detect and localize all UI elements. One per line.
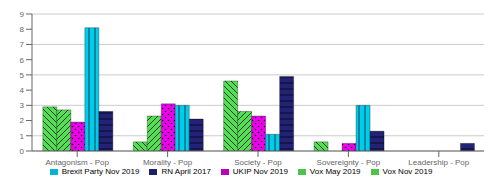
svg-text:3: 3 — [20, 101, 25, 110]
html-text:Brexit Party Nov 2019: Brexit Party Nov 2019 — [61, 167, 140, 176]
svg-text:8: 8 — [20, 25, 25, 34]
svg-text:Morality - Pop: Morality - Pop — [143, 158, 193, 167]
svg-text:4: 4 — [20, 86, 25, 95]
html-text:UKIP Nov 2019: UKIP Nov 2019 — [232, 167, 288, 176]
svg-text:Antagonism - Pop: Antagonism - Pop — [45, 158, 109, 167]
html-text:Vox Nov 2019: Vox Nov 2019 — [382, 167, 433, 176]
svg-text:Society - Pop: Society - Pop — [234, 158, 282, 167]
svg-text:9: 9 — [20, 10, 25, 19]
svg-text:5: 5 — [20, 71, 25, 80]
svg-text:6: 6 — [20, 56, 25, 65]
html-text:Vox May 2019: Vox May 2019 — [309, 167, 361, 176]
svg-text:0: 0 — [20, 147, 25, 156]
svg-text:Sovereignty - Pop: Sovereignty - Pop — [317, 158, 381, 167]
svg-text:7: 7 — [20, 40, 25, 49]
svg-text:1: 1 — [20, 132, 25, 141]
svg-text:Leadership - Pop: Leadership - Pop — [408, 158, 469, 167]
svg-text:2: 2 — [20, 116, 25, 125]
html-text:RN April 2017: RN April 2017 — [161, 167, 211, 176]
